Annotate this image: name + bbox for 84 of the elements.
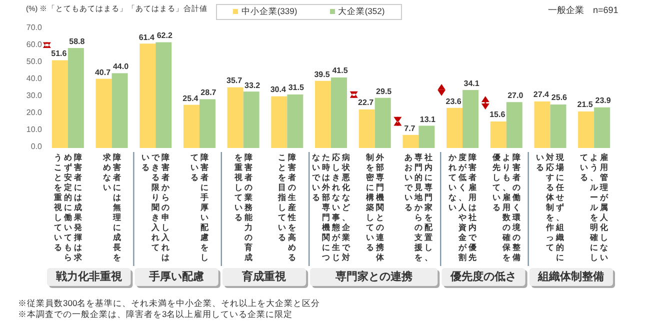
category-label: 社内に専門家を配置し、専門的見地からの支援をあおいでいる [404, 153, 433, 262]
category-label: 障害者の生産性を高めることを目指している [278, 153, 296, 262]
bar [227, 87, 244, 148]
bar [331, 77, 347, 148]
bar [402, 134, 419, 148]
text: 専門家との連携 [312, 268, 436, 286]
text: 組織体制整備 [531, 268, 611, 286]
bar [183, 104, 200, 148]
text: 手厚い配慮 [136, 268, 216, 286]
data-label: 7.7 [404, 124, 416, 133]
data-label: 35.7 [226, 76, 242, 86]
data-label: 51.6 [51, 49, 67, 58]
category-label: 病状悪化など、企業で対応しきれない事態が生じた時は外部専門機関につないでいる [312, 153, 350, 262]
bar [506, 102, 522, 148]
y-tick-label: 30.0 [25, 91, 42, 100]
data-label: 25.4 [182, 94, 198, 103]
category-label: 障害者の業務能力の育成を重視している [234, 153, 252, 262]
bar [490, 121, 506, 148]
data-label: 61.4 [138, 32, 154, 42]
data-label: 41.5 [332, 66, 348, 76]
data-label: 34.1 [464, 79, 480, 88]
bar [140, 44, 156, 148]
data-label: 28.7 [200, 88, 216, 98]
data-label: 22.7 [358, 98, 374, 108]
data-label: 62.2 [156, 31, 172, 40]
data-label: 27.0 [508, 91, 524, 100]
data-label: 21.5 [577, 100, 593, 110]
legend-label: 大企業(352) [336, 6, 385, 18]
bar [374, 98, 391, 148]
legend-label: 中小企業(339) [240, 6, 298, 18]
data-label: 39.5 [314, 70, 330, 79]
data-label: 13.1 [420, 114, 436, 124]
bar [594, 107, 610, 148]
category-label: 現場に任せず、組織的に対応する体制を作っている [536, 153, 564, 262]
data-label: 23.6 [446, 96, 462, 106]
category-label: 雇用管理が属人化しないよう、ルールを明確にしている [580, 153, 608, 262]
bar [96, 78, 112, 148]
category-label: 障害者には成果発揮は求めず安定的に働いてもらうことを重視している [54, 153, 82, 262]
y-tick-label: 60.0 [25, 40, 42, 49]
y-tick-label: 40.0 [25, 74, 42, 83]
data-label: 29.5 [376, 86, 392, 96]
bar [446, 108, 463, 148]
y-tick-label: 10.0 [25, 125, 42, 134]
data-label: 33.2 [244, 80, 260, 90]
data-label: 31.5 [288, 83, 304, 92]
data-label: 30.4 [270, 85, 286, 94]
bar [315, 80, 331, 148]
bar [534, 101, 550, 148]
y-tick-label: 0.0 [30, 142, 42, 151]
chart-subtitle: 一般企業 n=691 [548, 4, 618, 17]
bar [358, 109, 375, 148]
y-tick-label: 70.0 [25, 23, 42, 32]
data-label: 44.0 [112, 62, 129, 72]
data-label: 27.4 [533, 90, 550, 100]
bar [156, 42, 172, 148]
bar [52, 60, 68, 148]
bar [271, 96, 288, 148]
y-tick-label: 50.0 [25, 57, 42, 66]
bar [243, 92, 260, 148]
bar [68, 48, 84, 148]
bar [462, 90, 479, 148]
text: 育成重視 [224, 268, 304, 286]
text: 戦力化非重視 [49, 268, 129, 286]
text: ※本調査での一般企業は、障害者を3名以上雇用している企業に限定 [18, 309, 293, 321]
bar [112, 73, 128, 148]
bar [199, 99, 216, 148]
category-label: 外部専門機関との連携体制を密に構築している [366, 153, 384, 262]
category-label: 障害者雇用は社内で優先度が低く、人や資金が割かれていない [448, 153, 477, 262]
text: ※従業員数300名を基準に、それ未満を中小企業、それ以上を大企業と区分 [18, 298, 320, 310]
category-label: 障害者の働く環境の整備よりも、雇用数の確保を優先している [492, 153, 520, 262]
bar [578, 111, 594, 148]
text: 優先度の低さ [444, 268, 524, 286]
y-tick-label: 20.0 [25, 108, 42, 117]
data-label: 40.7 [94, 68, 111, 77]
category-label: 障害者には無理に成長を求めない [102, 153, 121, 262]
bar [550, 104, 566, 148]
bar [418, 126, 435, 148]
category-label: 障害者からの申し入れはできる限り聞き入れている [142, 153, 170, 262]
data-label: 58.8 [69, 37, 85, 46]
category-label: 障害者に手厚い配慮をしている [190, 153, 208, 262]
data-label: 23.9 [595, 96, 611, 106]
bar [287, 94, 304, 148]
data-label: 25.6 [551, 93, 568, 102]
data-label: 15.6 [490, 110, 506, 120]
